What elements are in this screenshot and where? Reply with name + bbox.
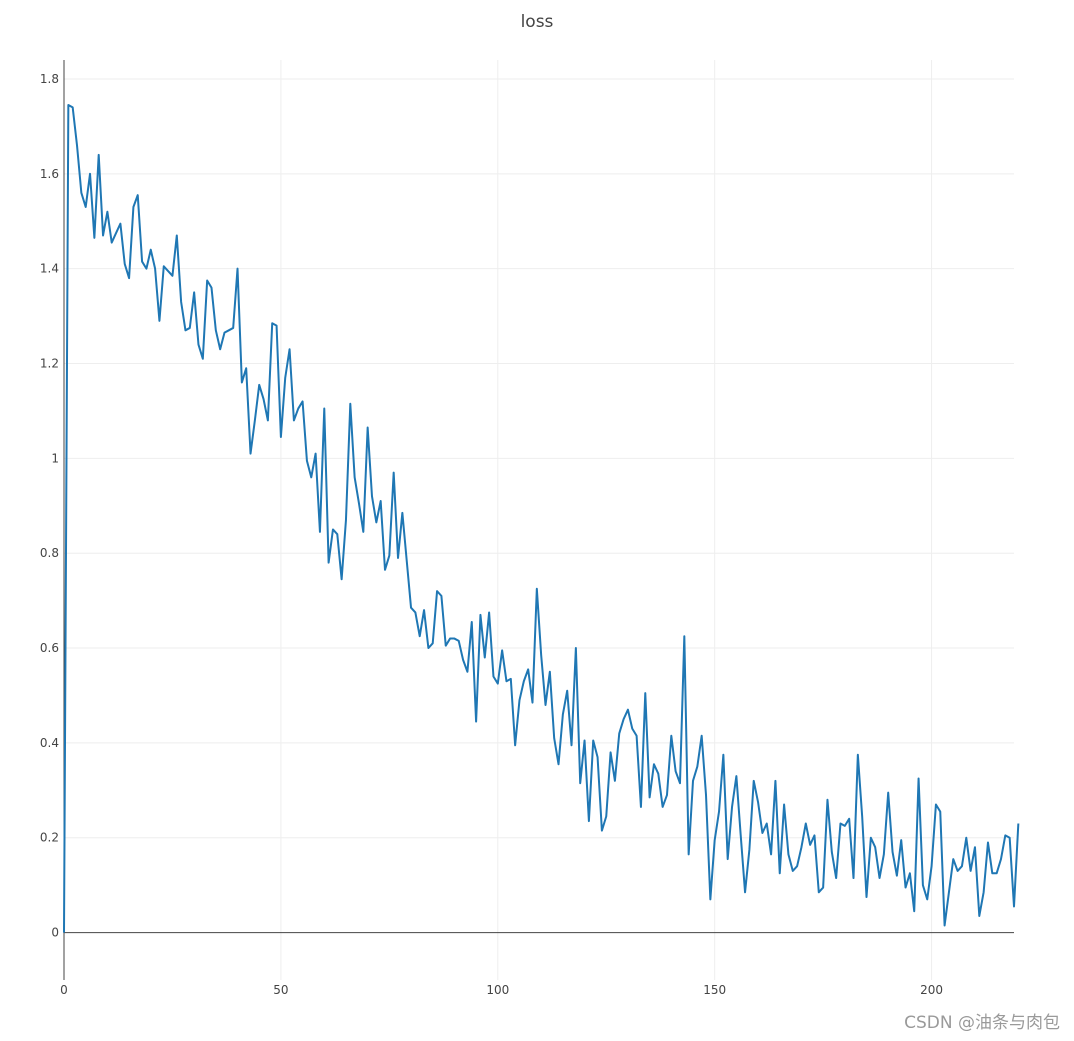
y-tick-label: 0.8 xyxy=(40,546,59,560)
x-tick-label: 50 xyxy=(273,983,288,997)
loss-series-line xyxy=(63,104,1020,933)
y-tick-label: 0.6 xyxy=(40,641,59,655)
grid-lines xyxy=(64,60,1014,980)
y-tick-label: 1.6 xyxy=(40,167,59,181)
y-tick-label: 0.2 xyxy=(40,831,59,845)
y-tick-label: 1.4 xyxy=(40,262,59,276)
y-tick-label: 1.2 xyxy=(40,357,59,371)
x-tick-labels: 0 50 100 150 200 xyxy=(60,983,943,997)
watermark: CSDN @油条与肉包 xyxy=(904,1013,1060,1033)
series-layer xyxy=(63,104,1020,933)
y-tick-label: 0.4 xyxy=(40,736,59,750)
x-tick-label: 150 xyxy=(703,983,726,997)
y-tick-label: 1.8 xyxy=(40,72,59,86)
x-tick-label: 200 xyxy=(920,983,943,997)
x-tick-label: 100 xyxy=(486,983,509,997)
x-tick-label: 0 xyxy=(60,983,68,997)
y-tick-label: 1 xyxy=(51,451,59,465)
chart-title: loss xyxy=(520,12,554,32)
y-tick-labels: 0 0.2 0.4 0.6 0.8 1 1.2 1.4 1.6 1.8 xyxy=(40,72,59,940)
y-tick-label: 0 xyxy=(51,926,59,940)
